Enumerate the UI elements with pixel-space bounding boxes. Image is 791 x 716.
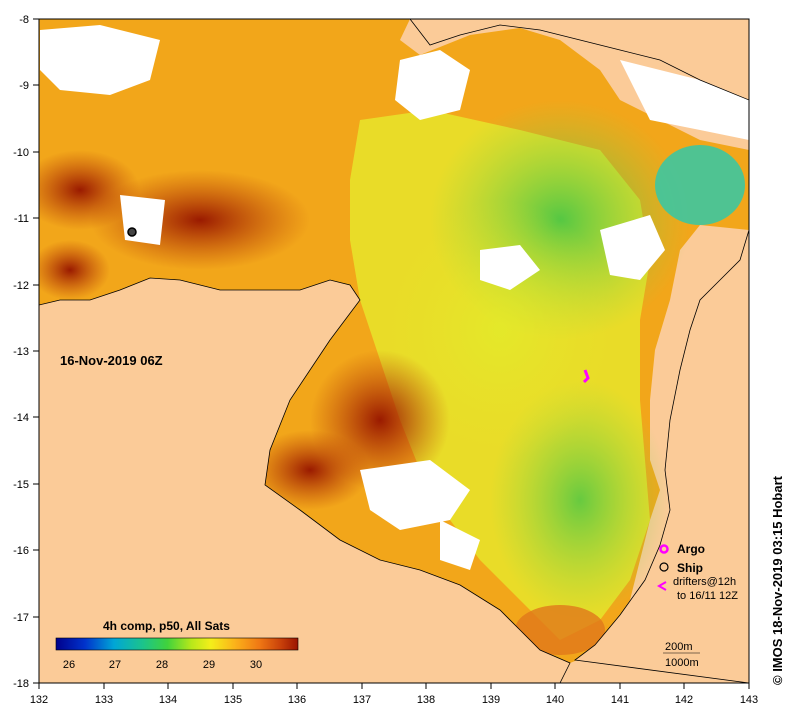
nodata-patch bbox=[395, 50, 470, 120]
y-tick-label: -18 bbox=[13, 678, 29, 690]
nodata-patch bbox=[440, 520, 480, 570]
date-label: 16-Nov-2019 06Z bbox=[60, 353, 163, 368]
ship-legend-label: Ship bbox=[677, 561, 703, 575]
x-tick-label: 141 bbox=[611, 694, 629, 706]
x-tick-label: 133 bbox=[95, 694, 113, 706]
x-tick-label: 134 bbox=[159, 694, 177, 706]
argo-legend-icon bbox=[659, 544, 669, 554]
colorbar-tick-label: 30 bbox=[250, 659, 262, 671]
y-tick-label: -9 bbox=[19, 80, 29, 92]
colorbar-tick-label: 28 bbox=[156, 659, 168, 671]
argo-legend-label: Argo bbox=[677, 542, 705, 556]
x-tick-label: 143 bbox=[740, 694, 758, 706]
credit-label: © IMOS 18-Nov-2019 03:15 Hobart bbox=[770, 475, 785, 685]
y-tick-label: -10 bbox=[13, 147, 29, 159]
nodata-patch bbox=[620, 60, 749, 140]
x-tick-label: 136 bbox=[288, 694, 306, 706]
contour-200m-label: 200m bbox=[665, 641, 693, 653]
y-tick-label: -12 bbox=[13, 280, 29, 292]
nodata-patch bbox=[480, 245, 540, 290]
nodata-patch bbox=[120, 195, 165, 245]
x-tick-label: 132 bbox=[30, 694, 48, 706]
drifters-legend-label-1: drifters@12h bbox=[673, 576, 736, 588]
nodata-patch bbox=[40, 25, 160, 95]
x-axis-ticks bbox=[38, 683, 750, 689]
y-tick-label: -11 bbox=[14, 213, 29, 225]
x-tick-label: 142 bbox=[675, 694, 693, 706]
new-guinea-land bbox=[409, 19, 749, 101]
colorbar bbox=[55, 637, 299, 651]
x-tick-label: 135 bbox=[224, 694, 242, 706]
arnhem-land bbox=[39, 277, 571, 683]
y-tick-label: -16 bbox=[13, 545, 29, 557]
ship-marker bbox=[127, 227, 137, 237]
x-tick-label: 139 bbox=[482, 694, 500, 706]
x-tick-label: 138 bbox=[417, 694, 435, 706]
colorbar-tick-label: 27 bbox=[109, 659, 121, 671]
drifter-legend-icon bbox=[656, 581, 667, 591]
nodata-patch bbox=[600, 215, 665, 280]
ship-legend-icon bbox=[659, 562, 669, 572]
colorbar-tick-label: 26 bbox=[63, 659, 75, 671]
y-tick-label: -13 bbox=[13, 346, 29, 358]
colorbar-tick-label: 29 bbox=[203, 659, 215, 671]
drifter-track bbox=[582, 369, 590, 384]
y-tick-label: -8 bbox=[19, 14, 29, 26]
cape-york-land bbox=[573, 229, 749, 683]
contour-1000m-label: 1000m bbox=[665, 657, 699, 669]
y-axis-ticks bbox=[33, 18, 39, 684]
nodata-patch bbox=[360, 460, 470, 530]
x-tick-label: 140 bbox=[546, 694, 564, 706]
drifters-legend-label-2: to 16/11 12Z bbox=[677, 590, 738, 602]
y-tick-label: -17 bbox=[13, 612, 29, 624]
y-tick-label: -15 bbox=[13, 479, 29, 491]
composite-label: 4h comp, p50, All Sats bbox=[103, 619, 230, 633]
x-tick-label: 137 bbox=[353, 694, 371, 706]
y-tick-label: -14 bbox=[13, 412, 29, 424]
